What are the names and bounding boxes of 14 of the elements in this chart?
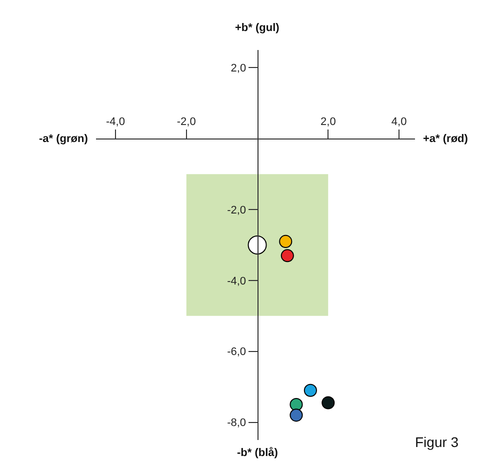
- text: +b* (gul): [235, 22, 280, 34]
- text: -a* (grøn): [39, 133, 88, 145]
- annotation: Figur 3: [415, 434, 459, 450]
- y-tick-label: -8,0: [227, 417, 246, 430]
- y-tick-label: -6,0: [227, 346, 246, 358]
- x-tick-label: -4,0: [106, 116, 125, 128]
- x-tick-label: -2,0: [176, 116, 196, 128]
- x-tick-label: 4,0: [391, 116, 407, 128]
- x-tick-label: 2,0: [320, 116, 336, 128]
- text: +a* (rød): [423, 133, 468, 145]
- text: -b* (blå): [237, 446, 278, 459]
- y-tick-label: -4,0: [227, 275, 246, 288]
- y-tick-label: 2,0: [230, 62, 246, 75]
- y-tick-label: -2,0: [227, 204, 246, 216]
